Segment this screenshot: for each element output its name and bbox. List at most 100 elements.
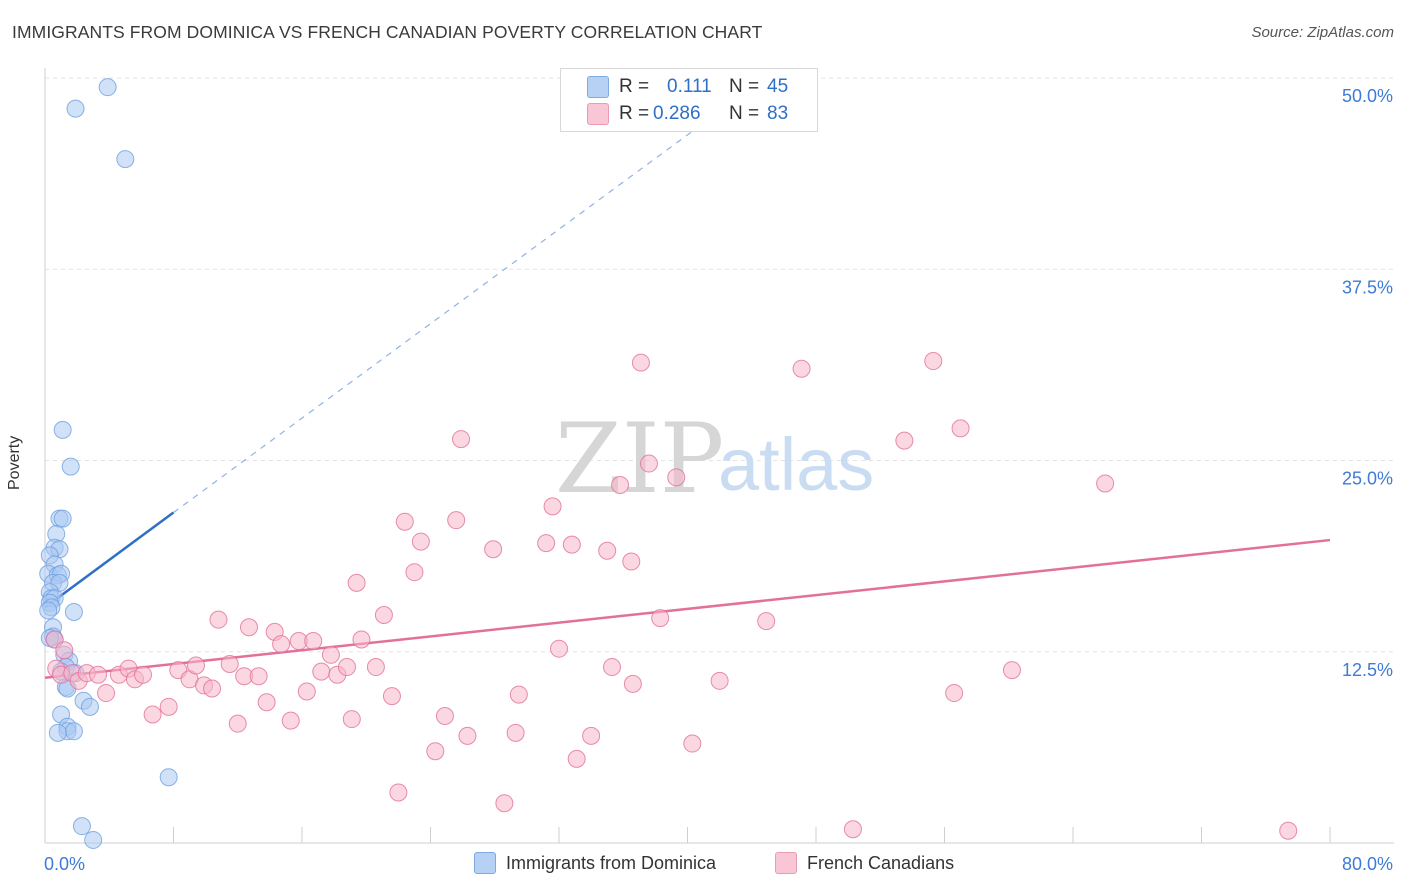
bottom-legend-dominica: Immigrants from Dominica bbox=[474, 852, 716, 874]
point-french-canadian bbox=[792, 359, 811, 378]
point-french-canadian bbox=[281, 711, 300, 730]
data-points bbox=[39, 78, 1298, 849]
legend-n-value: 83 bbox=[767, 103, 789, 124]
y-tick-label: 50.0% bbox=[1342, 86, 1393, 106]
point-french-canadian bbox=[603, 658, 622, 677]
source-label: Source: ZipAtlas.com bbox=[1251, 24, 1394, 41]
point-dominica bbox=[64, 722, 83, 741]
y-tick-label: 37.5% bbox=[1342, 277, 1393, 297]
x-tick-label: 0.0% bbox=[44, 854, 85, 874]
point-dominica bbox=[66, 99, 85, 118]
point-french-canadian bbox=[582, 726, 601, 745]
point-french-canadian bbox=[257, 693, 276, 712]
point-french-canadian bbox=[405, 563, 424, 582]
point-french-canadian bbox=[843, 820, 862, 839]
bottom-legend-label-french-canadians: French Canadians bbox=[807, 852, 955, 873]
point-french-canadian bbox=[895, 431, 914, 450]
point-french-canadian bbox=[458, 726, 477, 745]
point-french-canadian bbox=[133, 665, 152, 684]
point-french-canadian bbox=[639, 454, 658, 473]
legend-r-value: 0.111 bbox=[667, 76, 712, 97]
point-french-canadian bbox=[389, 783, 408, 802]
x-tick-label: 80.0% bbox=[1342, 854, 1393, 874]
point-french-canadian bbox=[426, 742, 445, 761]
point-french-canadian bbox=[447, 511, 466, 530]
point-french-canadian bbox=[951, 419, 970, 438]
point-dominica bbox=[98, 78, 117, 97]
point-french-canadian bbox=[228, 714, 247, 733]
point-french-canadian bbox=[89, 665, 108, 684]
point-dominica bbox=[64, 602, 83, 621]
point-french-canadian bbox=[411, 532, 430, 551]
point-french-canadian bbox=[543, 497, 562, 516]
chart-title: IMMIGRANTS FROM DOMINICA VS FRENCH CANAD… bbox=[12, 22, 763, 42]
point-french-canadian bbox=[435, 707, 454, 726]
point-dominica bbox=[159, 768, 178, 787]
point-french-canadian bbox=[342, 710, 361, 729]
point-french-canadian bbox=[567, 749, 586, 768]
point-french-canadian bbox=[159, 697, 178, 716]
gridlines bbox=[45, 77, 1394, 653]
point-french-canadian bbox=[1002, 661, 1021, 680]
point-dominica bbox=[116, 150, 135, 169]
y-tick-label: 25.0% bbox=[1342, 469, 1393, 489]
point-french-canadian bbox=[97, 684, 116, 703]
point-french-canadian bbox=[509, 685, 528, 704]
point-french-canadian bbox=[506, 723, 525, 742]
point-french-canadian bbox=[550, 639, 568, 658]
point-french-canadian bbox=[757, 612, 776, 631]
point-french-canadian bbox=[484, 540, 503, 559]
point-french-canadian bbox=[651, 609, 670, 628]
point-french-canadian bbox=[304, 632, 323, 651]
tick-labels: 12.5% 25.0% 37.5% 50.0% 0.0% 80.0% bbox=[44, 86, 1393, 874]
legend-swatch-dominica bbox=[587, 76, 609, 98]
point-french-canadian bbox=[495, 794, 514, 813]
point-french-canadian bbox=[297, 682, 316, 701]
point-french-canadian bbox=[337, 658, 356, 677]
point-dominica bbox=[48, 723, 67, 742]
bottom-legend-swatch-french-canadians bbox=[775, 852, 797, 874]
point-french-canadian bbox=[631, 353, 650, 372]
legend-r-value: 0.286 bbox=[653, 103, 701, 124]
bottom-legend-label-dominica: Immigrants from Dominica bbox=[506, 852, 717, 873]
legend-n-label: N = bbox=[729, 103, 760, 124]
point-french-canadian bbox=[249, 667, 268, 686]
point-french-canadian bbox=[598, 541, 617, 560]
point-french-canadian bbox=[924, 352, 943, 371]
point-dominica bbox=[39, 601, 58, 620]
point-french-canadian bbox=[1096, 474, 1115, 493]
legend-r-label: R = bbox=[619, 103, 650, 124]
point-dominica bbox=[61, 457, 80, 476]
point-french-canadian bbox=[562, 535, 581, 554]
point-dominica bbox=[72, 817, 91, 836]
point-french-canadian bbox=[321, 645, 340, 664]
series-dominica bbox=[39, 78, 178, 849]
point-french-canadian bbox=[395, 512, 414, 531]
point-dominica bbox=[53, 509, 72, 528]
point-dominica bbox=[80, 697, 99, 716]
point-french-canadian bbox=[186, 656, 205, 675]
point-french-canadian bbox=[710, 671, 729, 690]
watermark: ZIP atlas bbox=[555, 403, 874, 515]
point-french-canadian bbox=[366, 658, 385, 677]
trend-lines bbox=[44, 98, 1331, 680]
point-french-canadian bbox=[55, 641, 74, 660]
point-dominica bbox=[84, 830, 103, 849]
point-french-canadian bbox=[945, 684, 964, 703]
y-axis-label: Poverty bbox=[6, 435, 23, 490]
point-french-canadian bbox=[203, 679, 222, 698]
point-french-canadian bbox=[347, 573, 366, 592]
point-french-canadian bbox=[611, 475, 630, 494]
series-french-canadians bbox=[45, 352, 1298, 840]
point-french-canadian bbox=[1279, 821, 1298, 840]
point-french-canadian bbox=[239, 618, 258, 637]
point-french-canadian bbox=[312, 662, 331, 681]
point-french-canadian bbox=[623, 674, 642, 693]
legend-n-value: 45 bbox=[767, 76, 789, 97]
point-french-canadian bbox=[683, 734, 702, 753]
point-dominica bbox=[53, 420, 72, 439]
point-french-canadian bbox=[622, 552, 641, 571]
axes bbox=[44, 68, 1394, 844]
y-tick-label: 12.5% bbox=[1342, 660, 1393, 680]
legend-swatch-french-canadians bbox=[587, 103, 609, 125]
